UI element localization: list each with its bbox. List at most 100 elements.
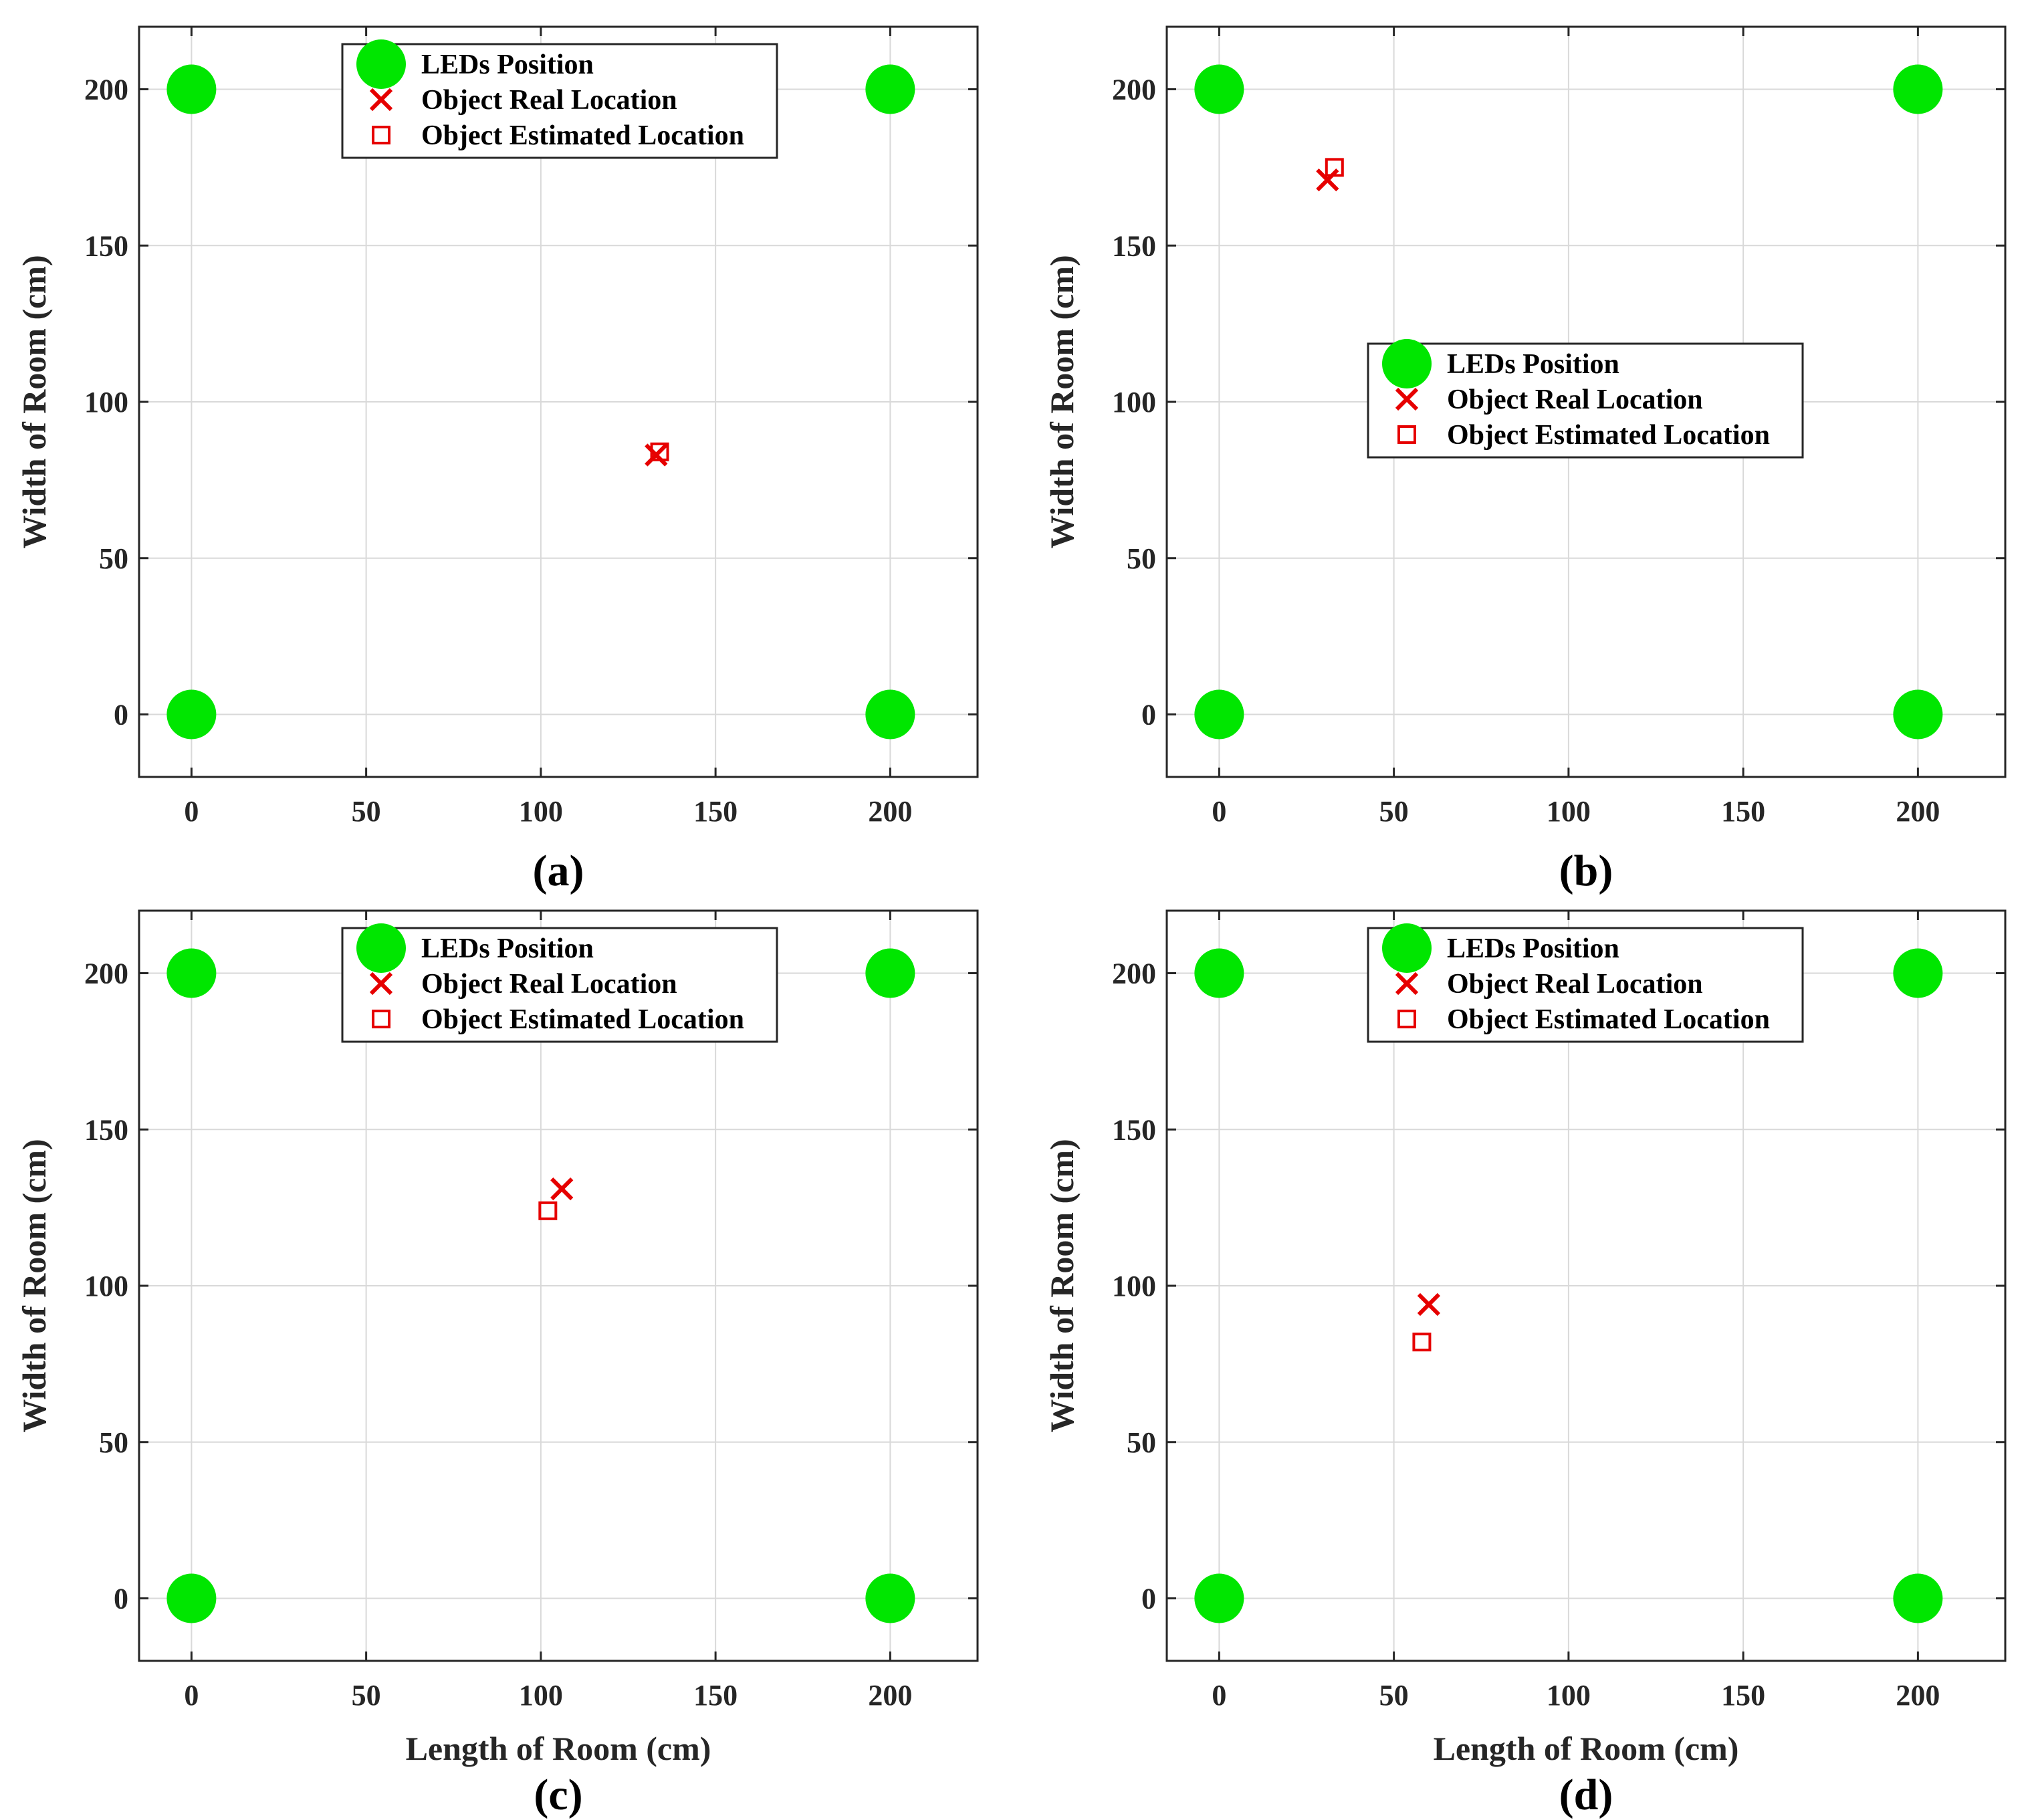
panel-label: (d) <box>1559 1771 1613 1819</box>
panel-label: (c) <box>534 1771 582 1819</box>
real-location-marker <box>1316 168 1339 192</box>
x-axis-label: Length of Room (cm) <box>406 1730 711 1767</box>
legend-entry-label: Object Estimated Location <box>421 120 744 151</box>
y-axis-label: Width of Room (cm) <box>1043 255 1081 548</box>
x-tick-label: 100 <box>1547 795 1591 828</box>
legend-estimated-icon <box>1397 1010 1416 1028</box>
legend-led-icon <box>1382 339 1432 388</box>
x-tick-label: 200 <box>1896 1679 1940 1712</box>
y-axis-label: Width of Room (cm) <box>15 255 53 548</box>
legend: LEDs Position Object Real Location Object … <box>1367 923 1804 1043</box>
y-tick-label: 100 <box>1112 1270 1156 1302</box>
legend: LEDs Position Object Real Location Object … <box>341 39 778 159</box>
led-marker <box>865 689 915 740</box>
x-axis-label: Length of Room (cm) <box>1434 1730 1739 1767</box>
x-tick-label: 100 <box>519 1679 563 1712</box>
x-tick-label: 50 <box>1379 795 1409 828</box>
legend-estimated-icon <box>372 1010 390 1028</box>
x-tick-label: 100 <box>519 795 563 828</box>
real-location-marker <box>550 1177 574 1201</box>
y-tick-label: 0 <box>114 1583 128 1615</box>
y-tick-label: 100 <box>84 1270 128 1302</box>
legend-box <box>1367 342 1804 459</box>
led-marker <box>865 1573 915 1623</box>
x-tick-label: 0 <box>184 1679 199 1712</box>
y-tick-label: 0 <box>1141 1583 1156 1615</box>
y-tick-label: 150 <box>1112 1113 1156 1146</box>
y-tick-label: 50 <box>1127 542 1156 575</box>
legend: LEDs Position Object Real Location Object … <box>341 923 778 1043</box>
led-marker <box>1194 1573 1244 1623</box>
panel-label: (a) <box>533 846 584 895</box>
legend-entry-label: Object Estimated Location <box>1447 1004 1770 1035</box>
estimated-location-marker <box>1412 1333 1432 1352</box>
y-tick-label: 100 <box>84 386 128 419</box>
y-tick-label: 200 <box>1112 957 1156 990</box>
led-marker <box>1893 689 1943 740</box>
y-tick-label: 150 <box>84 1113 128 1146</box>
x-tick-label: 0 <box>184 795 199 828</box>
y-tick-label: 100 <box>1112 386 1156 419</box>
x-tick-label: 150 <box>693 795 738 828</box>
legend-led-icon <box>356 923 406 973</box>
legend-real-icon <box>1395 972 1419 996</box>
chart-panel-c: 0 50 100 150 200 0 50 100 150 200 Width of Room (c… <box>15 909 979 1819</box>
legend-real-icon <box>369 88 393 112</box>
legend-box <box>341 927 778 1043</box>
x-tick-label: 150 <box>1721 1679 1765 1712</box>
legend-entry-label: LEDs Position <box>421 933 594 964</box>
led-marker <box>1893 1573 1943 1623</box>
led-marker <box>166 1573 217 1623</box>
led-marker <box>1194 64 1244 114</box>
estimated-location-marker <box>538 1201 558 1220</box>
chart-panel-d: 0 50 100 150 200 0 50 100 150 200 Width of Room (c… <box>1043 909 2007 1819</box>
x-tick-label: 200 <box>868 795 912 828</box>
real-location-marker <box>645 443 668 467</box>
chart-panel-b: 0 50 100 150 200 0 50 100 150 200 Width of Room (c… <box>1043 25 2007 895</box>
x-tick-label: 0 <box>1212 795 1226 828</box>
x-tick-label: 150 <box>1721 795 1765 828</box>
chart-panel-a: 0 50 100 150 200 0 50 100 150 200 Width of Room (c… <box>15 25 979 895</box>
legend-led-icon <box>1382 923 1432 973</box>
legend-entry-label: Object Estimated Location <box>1447 420 1770 451</box>
estimated-location-marker <box>1325 158 1344 177</box>
legend-real-icon <box>1395 387 1419 411</box>
x-tick-label: 50 <box>352 1679 381 1712</box>
legend-entry-label: Object Estimated Location <box>421 1004 744 1035</box>
led-marker <box>166 64 217 114</box>
x-tick-label: 50 <box>1379 1679 1409 1712</box>
legend-entry-label: Object Real Location <box>421 969 677 1000</box>
y-tick-label: 50 <box>99 542 128 575</box>
x-tick-label: 100 <box>1547 1679 1591 1712</box>
real-location-marker <box>1417 1292 1441 1317</box>
legend-entry-label: Object Real Location <box>421 85 677 116</box>
y-tick-label: 50 <box>1127 1426 1156 1459</box>
x-tick-label: 50 <box>352 795 381 828</box>
legend-box <box>1367 927 1804 1043</box>
led-marker <box>1194 948 1244 998</box>
y-tick-label: 150 <box>84 229 128 262</box>
legend-estimated-icon <box>1397 425 1416 444</box>
legend-led-icon <box>356 39 406 89</box>
legend-entry-label: LEDs Position <box>1447 933 1619 964</box>
x-tick-label: 200 <box>868 1679 912 1712</box>
led-marker <box>865 64 915 114</box>
y-tick-label: 150 <box>1112 229 1156 262</box>
legend-entry-label: LEDs Position <box>421 49 594 80</box>
x-tick-label: 0 <box>1212 1679 1226 1712</box>
x-tick-label: 200 <box>1896 795 1940 828</box>
legend-real-icon <box>369 972 393 996</box>
y-tick-label: 200 <box>84 74 128 106</box>
legend-estimated-icon <box>372 126 390 144</box>
y-axis-label: Width of Room (cm) <box>15 1139 53 1432</box>
legend: LEDs Position Object Real Location Object … <box>1367 339 1804 459</box>
legend-entry-label: LEDs Position <box>1447 349 1619 380</box>
led-marker <box>1893 948 1943 998</box>
y-tick-label: 50 <box>99 1426 128 1459</box>
legend-box <box>341 43 778 159</box>
y-axis-label: Width of Room (cm) <box>1043 1139 1081 1432</box>
y-tick-label: 200 <box>1112 74 1156 106</box>
legend-entry-label: Object Real Location <box>1447 384 1703 415</box>
led-marker <box>166 689 217 740</box>
